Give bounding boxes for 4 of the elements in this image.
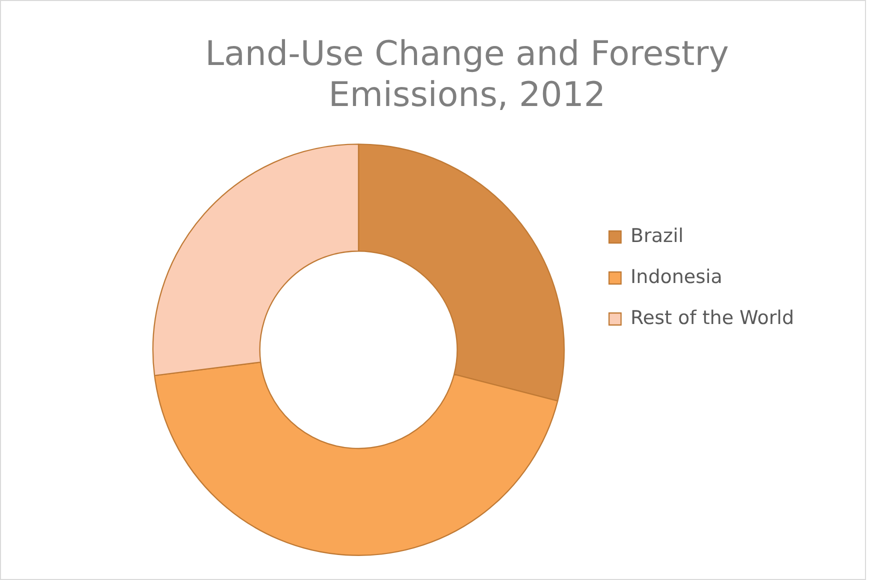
legend-label: Indonesia [630, 266, 722, 288]
legend-label: Brazil [630, 224, 684, 247]
legend-label: Rest of the World [630, 306, 794, 329]
chart-title: Land-Use Change and Forestry Emissions, 2012 [205, 34, 729, 116]
